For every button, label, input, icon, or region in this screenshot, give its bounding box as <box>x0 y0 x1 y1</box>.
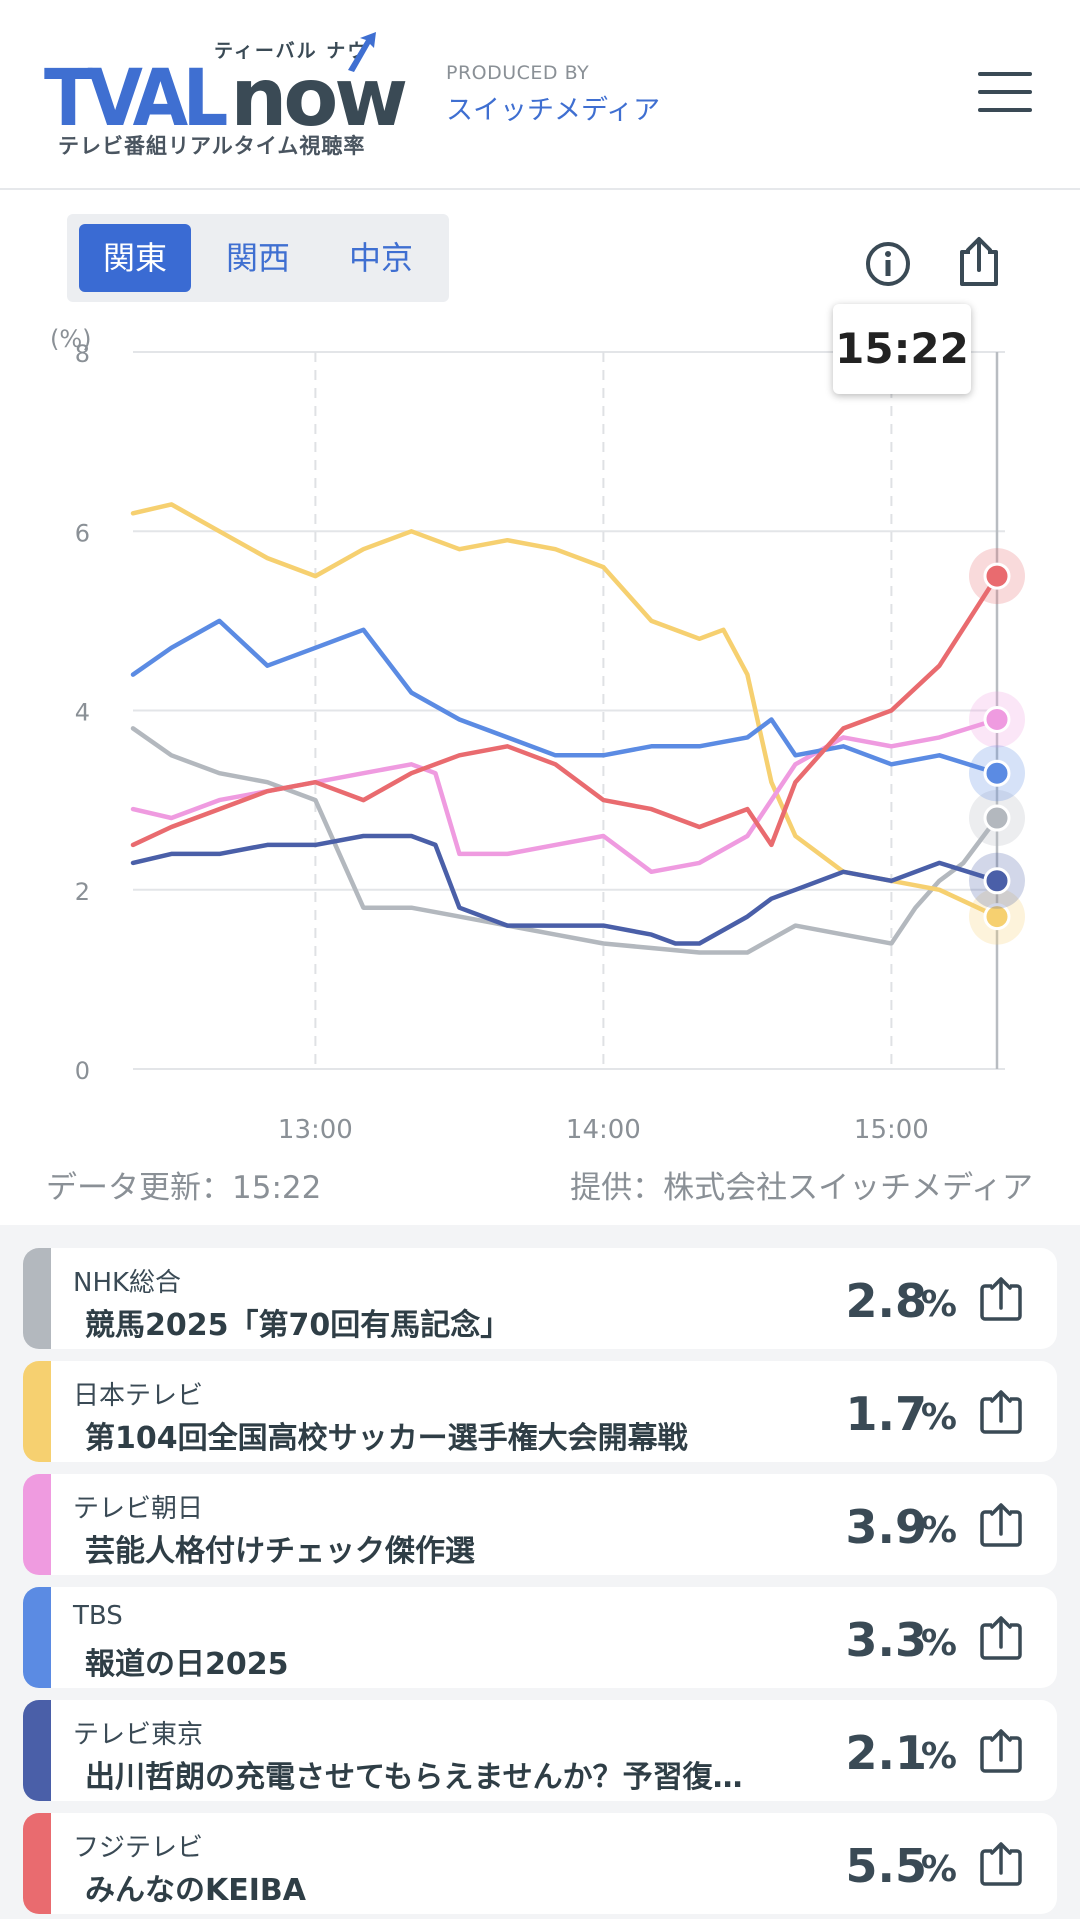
current-time-tooltip: 15:22 <box>833 304 971 394</box>
y-tick-label: 4 <box>75 699 90 727</box>
share-icon[interactable] <box>978 1389 1024 1439</box>
channel-name: 日本テレビ <box>73 1381 204 1411</box>
program-title: 出川哲朗の充電させてもらえませんか？予習復… <box>85 1760 743 1795</box>
program-row[interactable]: テレビ東京出川哲朗の充電させてもらえませんか？予習復… 2.1% <box>23 1700 1057 1801</box>
series-endpoint-marker <box>983 705 1011 733</box>
rating-value: 5.5 <box>845 1839 928 1893</box>
tab-kanto[interactable]: 関東 <box>79 224 191 292</box>
info-icon[interactable] <box>864 240 912 292</box>
series-endpoint-marker <box>983 804 1011 832</box>
y-tick-label: 0 <box>75 1057 90 1085</box>
program-row[interactable]: 日本テレビ第104回全国高校サッカー選手権大会開幕戦 1.7% <box>23 1361 1057 1462</box>
program-title: 競馬2025「第70回有馬記念」 <box>85 1308 511 1343</box>
channel-name: TBS <box>73 1601 123 1631</box>
rating-unit: % <box>920 1736 957 1777</box>
produced-by: PRODUCED BY スイッチメディア <box>446 62 660 127</box>
channel-color-bar <box>23 1813 51 1914</box>
channel-color-bar <box>23 1248 51 1349</box>
share-icon[interactable] <box>954 236 1004 292</box>
series-line-1 <box>130 726 1000 955</box>
rating-unit: % <box>920 1397 957 1438</box>
logo-kana: ティーバル ナウ <box>214 40 369 62</box>
program-row[interactable]: NHK総合競馬2025「第70回有馬記念」 2.8% <box>23 1248 1057 1349</box>
rating-value: 3.3 <box>845 1613 928 1667</box>
tab-kansai[interactable]: 関西 <box>225 239 290 277</box>
rating-unit: % <box>920 1849 957 1890</box>
program-title: 第104回全国高校サッカー選手権大会開幕戦 <box>85 1421 688 1456</box>
share-icon[interactable] <box>978 1502 1024 1552</box>
share-icon[interactable] <box>978 1728 1024 1778</box>
series-endpoint-marker <box>983 867 1011 895</box>
series-line-3 <box>130 717 1000 875</box>
x-tick-label: 13:00 <box>278 1115 353 1145</box>
tvalnow-logo[interactable]: ティーバル ナウ TVAL now テレビ番組リアルタイム視聴率 <box>44 30 408 160</box>
x-tick-label: 14:00 <box>566 1115 641 1145</box>
tab-chukyo[interactable]: 中京 <box>348 239 413 277</box>
share-icon[interactable] <box>978 1276 1024 1326</box>
region-tabs: 関東 関西 中京 <box>67 214 449 302</box>
series-line-4 <box>130 618 1000 776</box>
logo-now: now <box>230 51 408 144</box>
logo-tval: TVAL <box>44 54 228 144</box>
rating-value: 1.7 <box>845 1387 928 1441</box>
series-endpoint-marker <box>983 562 1011 590</box>
produced-by-name: スイッチメディア <box>446 95 661 126</box>
logo-subtitle: テレビ番組リアルタイム視聴率 <box>58 134 366 158</box>
program-row[interactable]: フジテレビみんなのKEIBA 5.5% <box>23 1813 1057 1914</box>
rating-unit: % <box>920 1623 957 1664</box>
channel-name: テレビ東京 <box>73 1720 204 1750</box>
series-endpoint-marker <box>983 759 1011 787</box>
share-icon[interactable] <box>978 1841 1024 1891</box>
program-title: みんなのKEIBA <box>85 1873 306 1908</box>
y-tick-label: 2 <box>75 878 90 906</box>
rating-unit: % <box>920 1510 957 1551</box>
logo-arrow-icon <box>348 32 376 72</box>
hamburger-menu-icon[interactable] <box>976 68 1034 116</box>
y-tick-label: 6 <box>75 519 90 547</box>
channel-color-bar <box>23 1474 51 1575</box>
rating-value: 2.1 <box>845 1726 928 1780</box>
data-updated-label: データ更新：15:22 <box>46 1170 322 1206</box>
channel-color-bar <box>23 1361 51 1462</box>
x-tick-label: 15:00 <box>854 1115 929 1145</box>
app-header: ティーバル ナウ TVAL now テレビ番組リアルタイム視聴率 PRODUCE… <box>0 0 1080 190</box>
series-line-2 <box>130 502 1000 919</box>
program-row[interactable]: TBS 報道の日2025 3.3% <box>23 1587 1057 1688</box>
channel-color-bar <box>23 1587 51 1688</box>
program-title: 報道の日2025 <box>85 1647 289 1682</box>
series-line-6 <box>130 573 1000 848</box>
channel-name: テレビ朝日 <box>73 1494 204 1524</box>
rating-value: 2.8 <box>845 1274 928 1328</box>
provider-label: 提供：株式会社スイッチメディア <box>570 1170 1033 1206</box>
channel-name: フジテレビ <box>73 1833 204 1863</box>
program-title: 芸能人格付けチェック傑作選 <box>85 1534 475 1569</box>
share-icon[interactable] <box>978 1615 1024 1665</box>
rating-unit: % <box>920 1284 957 1325</box>
produced-by-label: PRODUCED BY <box>446 62 590 84</box>
series-line-5 <box>130 833 1000 946</box>
series-endpoint-marker <box>983 903 1011 931</box>
y-tick-label: 8 <box>75 340 90 368</box>
channel-color-bar <box>23 1700 51 1801</box>
ratings-line-chart: 0 2 4 6 8(%) 13:00 14:00 15:00 <box>50 325 1025 1145</box>
channel-name: NHK総合 <box>73 1268 182 1298</box>
rating-value: 3.9 <box>845 1500 928 1554</box>
program-row[interactable]: テレビ朝日芸能人格付けチェック傑作選 3.9% <box>23 1474 1057 1575</box>
logo-wordmark: TVAL now <box>44 38 408 144</box>
y-axis-unit-label: (%) <box>50 325 92 353</box>
